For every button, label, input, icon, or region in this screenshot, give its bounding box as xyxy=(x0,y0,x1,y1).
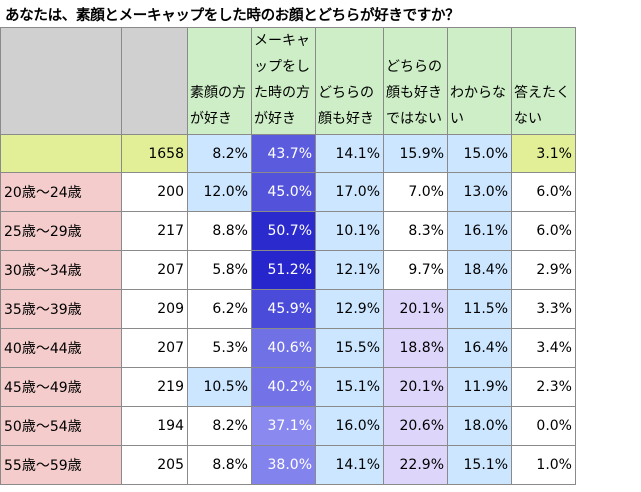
value-cell: 45.0% xyxy=(251,172,316,212)
value-cell: 38.0% xyxy=(251,445,316,485)
table-row: 30歳～34歳 207 5.8% 51.2% 12.1% 9.7% 18.4% 2.9% xyxy=(0,250,576,290)
value-cell: 2.3% xyxy=(511,367,576,407)
header-no-answer: 答えたくない xyxy=(511,27,576,135)
header-both-like: どちらの顔も好き xyxy=(315,27,384,135)
table-row: 45歳～49歳 219 10.5% 40.2% 15.1% 20.1% 11.9% 2.3% xyxy=(0,367,576,407)
header-both-dislike: どちらの顔も好きではない xyxy=(383,27,448,135)
header-dont-know: わからない xyxy=(447,27,512,135)
survey-table: 素顔の方が好き メーキャップをした時の方が好き どちらの顔も好き どちらの顔も好… xyxy=(0,27,576,485)
value-cell: 8.8% xyxy=(187,445,252,485)
value-cell: 6.2% xyxy=(187,289,252,329)
value-cell: 14.1% xyxy=(315,134,384,173)
value-cell: 45.9% xyxy=(251,289,316,329)
row-label: 55歳～59歳 xyxy=(0,445,122,485)
row-label: 50歳～54歳 xyxy=(0,406,122,446)
chart-title: あなたは、素顔とメーキャップをした時のお顔とどちらが好きですか？ xyxy=(5,8,460,24)
row-label: 40歳～44歳 xyxy=(0,328,122,368)
value-cell: 51.2% xyxy=(251,250,316,290)
value-cell: 37.1% xyxy=(251,406,316,446)
value-cell: 17.0% xyxy=(315,172,384,212)
value-cell: 1.0% xyxy=(511,445,576,485)
value-cell: 18.4% xyxy=(447,250,512,290)
row-count: 200 xyxy=(121,172,188,212)
row-label: 20歳～24歳 xyxy=(0,172,122,212)
value-cell: 7.0% xyxy=(383,172,448,212)
value-cell: 40.2% xyxy=(251,367,316,407)
value-cell: 13.0% xyxy=(447,172,512,212)
row-count: 207 xyxy=(121,250,188,290)
row-label: 30歳～34歳 xyxy=(0,250,122,290)
header-row: 素顔の方が好き メーキャップをした時の方が好き どちらの顔も好き どちらの顔も好… xyxy=(0,27,576,135)
table-row: 35歳～39歳 209 6.2% 45.9% 12.9% 20.1% 11.5% 3.3% xyxy=(0,289,576,329)
row-label: 45歳～49歳 xyxy=(0,367,122,407)
value-cell: 15.9% xyxy=(383,134,448,173)
value-cell: 50.7% xyxy=(251,211,316,251)
row-label: 25歳～29歳 xyxy=(0,211,122,251)
row-count: 205 xyxy=(121,445,188,485)
value-cell: 15.5% xyxy=(315,328,384,368)
table-row: 25歳～29歳 217 8.8% 50.7% 10.1% 8.3% 16.1% 6.0% xyxy=(0,211,576,251)
row-count: 209 xyxy=(121,289,188,329)
value-cell: 3.4% xyxy=(511,328,576,368)
value-cell: 11.5% xyxy=(447,289,512,329)
value-cell: 15.1% xyxy=(315,367,384,407)
value-cell: 10.1% xyxy=(315,211,384,251)
value-cell: 2.9% xyxy=(511,250,576,290)
row-label xyxy=(0,134,122,173)
value-cell: 40.6% xyxy=(251,328,316,368)
row-count: 219 xyxy=(121,367,188,407)
value-cell: 16.1% xyxy=(447,211,512,251)
value-cell: 12.1% xyxy=(315,250,384,290)
value-cell: 15.1% xyxy=(447,445,512,485)
value-cell: 12.0% xyxy=(187,172,252,212)
row-count: 1658 xyxy=(121,134,188,173)
table-row: 55歳～59歳 205 8.8% 38.0% 14.1% 22.9% 15.1% 1.0% xyxy=(0,445,576,485)
total-row: 1658 8.2% 43.7% 14.1% 15.9% 15.0% 3.1% xyxy=(0,134,576,173)
row-count: 194 xyxy=(121,406,188,446)
value-cell: 16.4% xyxy=(447,328,512,368)
value-cell: 8.8% xyxy=(187,211,252,251)
row-label: 35歳～39歳 xyxy=(0,289,122,329)
value-cell: 43.7% xyxy=(251,134,316,173)
row-count: 207 xyxy=(121,328,188,368)
value-cell: 10.5% xyxy=(187,367,252,407)
value-cell: 15.0% xyxy=(447,134,512,173)
value-cell: 5.8% xyxy=(187,250,252,290)
value-cell: 18.0% xyxy=(447,406,512,446)
value-cell: 11.9% xyxy=(447,367,512,407)
row-count: 217 xyxy=(121,211,188,251)
value-cell: 14.1% xyxy=(315,445,384,485)
value-cell: 22.9% xyxy=(383,445,448,485)
value-cell: 9.7% xyxy=(383,250,448,290)
value-cell: 20.1% xyxy=(383,289,448,329)
table-row: 20歳～24歳 200 12.0% 45.0% 17.0% 7.0% 13.0% 6.0% xyxy=(0,172,576,212)
value-cell: 6.0% xyxy=(511,211,576,251)
header-blank-label xyxy=(0,27,122,135)
value-cell: 20.1% xyxy=(383,367,448,407)
value-cell: 5.3% xyxy=(187,328,252,368)
value-cell: 8.2% xyxy=(187,134,252,173)
table-body: 1658 8.2% 43.7% 14.1% 15.9% 15.0% 3.1% 20歳～24歳 2… xyxy=(0,134,576,485)
value-cell: 12.9% xyxy=(315,289,384,329)
value-cell: 3.1% xyxy=(511,134,576,173)
value-cell: 8.3% xyxy=(383,211,448,251)
header-blank-count xyxy=(121,27,188,135)
table-row: 50歳～54歳 194 8.2% 37.1% 16.0% 20.6% 18.0% 0.0% xyxy=(0,406,576,446)
table-row: 40歳～44歳 207 5.3% 40.6% 15.5% 18.8% 16.4% 3.4% xyxy=(0,328,576,368)
value-cell: 0.0% xyxy=(511,406,576,446)
value-cell: 6.0% xyxy=(511,172,576,212)
header-sugao: 素顔の方が好き xyxy=(187,27,252,135)
value-cell: 8.2% xyxy=(187,406,252,446)
value-cell: 20.6% xyxy=(383,406,448,446)
value-cell: 18.8% xyxy=(383,328,448,368)
value-cell: 3.3% xyxy=(511,289,576,329)
header-makeup: メーキャップをした時の方が好き xyxy=(251,27,316,135)
value-cell: 16.0% xyxy=(315,406,384,446)
